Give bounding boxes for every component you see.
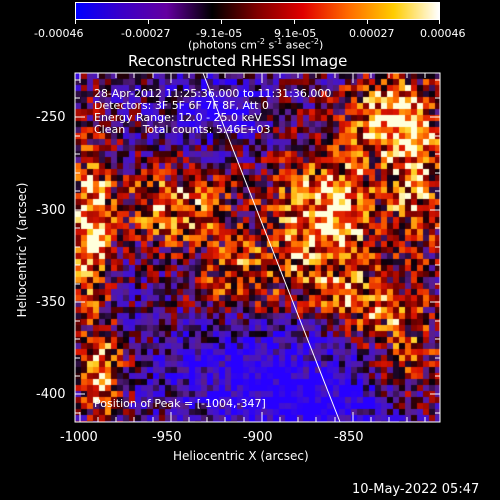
colorbar-tick: [367, 20, 368, 24]
colorbar-tick: [75, 20, 76, 24]
y-axis-ticks: [75, 116, 440, 395]
colorbar-tick: [439, 20, 440, 24]
colorbar-units-text: s: [264, 38, 275, 52]
info-detectors: Detectors: 3F 5F 6F 7F 8F, Att 0: [94, 99, 269, 112]
colorbar-tick-label: -0.00027: [121, 27, 171, 40]
y-tick-label: -250: [36, 110, 66, 125]
colorbar-tick: [221, 20, 222, 24]
colorbar: [75, 2, 440, 20]
x-axis-ticks: [79, 73, 354, 422]
timestamp: 10-May-2022 05:47: [352, 482, 480, 497]
y-axis-minor-ticks: [75, 79, 440, 414]
colorbar-units-text: (photons cm: [188, 38, 257, 52]
colorbar-units-exp: -2: [310, 37, 319, 46]
x-tick-label: -1000: [60, 430, 98, 445]
x-tick-label: -900: [243, 430, 273, 445]
colorbar-tick: [294, 20, 295, 24]
colorbar-gradient: [76, 3, 439, 19]
x-axis-label: Heliocentric X (arcsec): [173, 449, 309, 463]
colorbar-units: (photons cm-2 s-1 asec-2): [188, 38, 323, 51]
info-energy-range: Energy Range: 12.0 - 25.0 keV: [94, 111, 262, 124]
colorbar-tick-label: 0.00027: [349, 27, 395, 40]
colorbar-tick-label: -9.1e-05: [196, 27, 243, 40]
colorbar-units-exp: -2: [256, 37, 265, 46]
x-tick-label: -850: [334, 430, 364, 445]
x-axis-minor-ticks: [97, 73, 426, 422]
plot-title: Reconstructed RHESSI Image: [128, 52, 348, 70]
rhessi-image: [75, 73, 440, 422]
y-tick-label: -350: [36, 295, 66, 310]
colorbar-tick-label: -0.00046: [34, 27, 84, 40]
y-tick-label: -400: [36, 387, 66, 402]
colorbar-units-text: ): [318, 38, 324, 52]
colorbar-units-exp: -1: [274, 37, 283, 46]
info-counts: Clean Total counts: 5.46E+03: [94, 123, 271, 136]
y-tick-label: -300: [36, 203, 66, 218]
colorbar-tick-label: 9.1e-05: [274, 27, 317, 40]
solar-limb-line: [202, 72, 341, 423]
info-time-range: 28-Apr-2012 11:25:36.000 to 11:31:36.000: [94, 87, 332, 100]
colorbar-tick: [148, 20, 149, 24]
y-axis-label: Heliocentric Y (arcsec): [15, 182, 29, 318]
colorbar-units-text: asec: [282, 38, 311, 52]
heatmap-canvas: [75, 73, 440, 422]
peak-position-label: Position of Peak = [-1004,-347]: [94, 397, 266, 410]
colorbar-tick-label: 0.00046: [420, 27, 466, 40]
x-tick-label: -950: [152, 430, 182, 445]
